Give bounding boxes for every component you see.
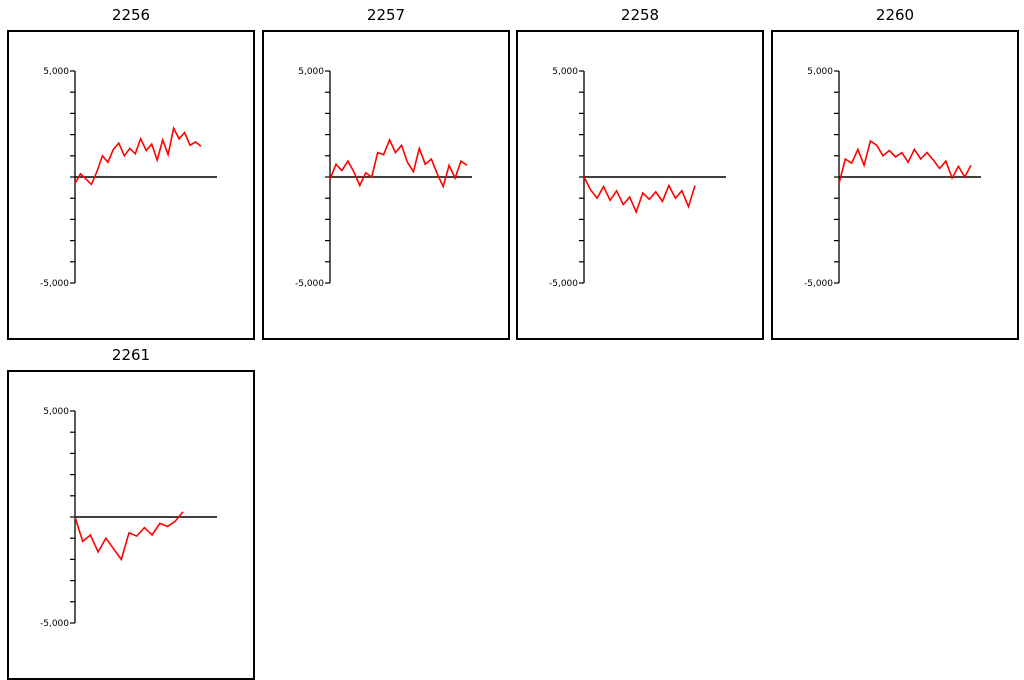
- y-tick-label-top: 5,000: [552, 67, 578, 77]
- chart-title: 2258: [620, 6, 660, 24]
- y-tick-label-top: 5,000: [807, 67, 833, 77]
- chart-title: 2260: [875, 6, 915, 24]
- y-tick-label-bottom: -5,000: [40, 279, 69, 289]
- y-tick-label-bottom: -5,000: [40, 619, 69, 629]
- chart-svg: 5,000 -5,000: [549, 67, 726, 289]
- chart-title: 2261: [111, 346, 151, 364]
- y-tick-label-bottom: -5,000: [549, 279, 578, 289]
- chart-panel: 5,000 -5,000: [771, 30, 1019, 340]
- y-tick-label-top: 5,000: [43, 67, 69, 77]
- series-line: [583, 176, 696, 215]
- series-line: [329, 137, 468, 189]
- series-line: [74, 511, 184, 562]
- chart-title: 2256: [111, 6, 151, 24]
- y-tick-label-bottom: -5,000: [295, 279, 324, 289]
- y-tick-label-top: 5,000: [298, 67, 324, 77]
- chart-svg: 5,000 -5,000: [804, 67, 981, 289]
- series-line: [74, 125, 202, 186]
- chart-panel: 5,000 -5,000: [262, 30, 510, 340]
- y-tick-label-bottom: -5,000: [804, 279, 833, 289]
- y-tick-label-top: 5,000: [43, 407, 69, 417]
- chart-panel: 5,000 -5,000: [7, 370, 255, 680]
- chart-svg: 5,000 -5,000: [40, 67, 217, 289]
- chart-svg: 5,000 -5,000: [295, 67, 472, 289]
- chart-panel: 5,000 -5,000: [7, 30, 255, 340]
- chart-svg: 5,000 -5,000: [40, 407, 217, 629]
- chart-panel: 5,000 -5,000: [516, 30, 764, 340]
- series-line: [838, 139, 972, 184]
- chart-title: 2257: [366, 6, 406, 24]
